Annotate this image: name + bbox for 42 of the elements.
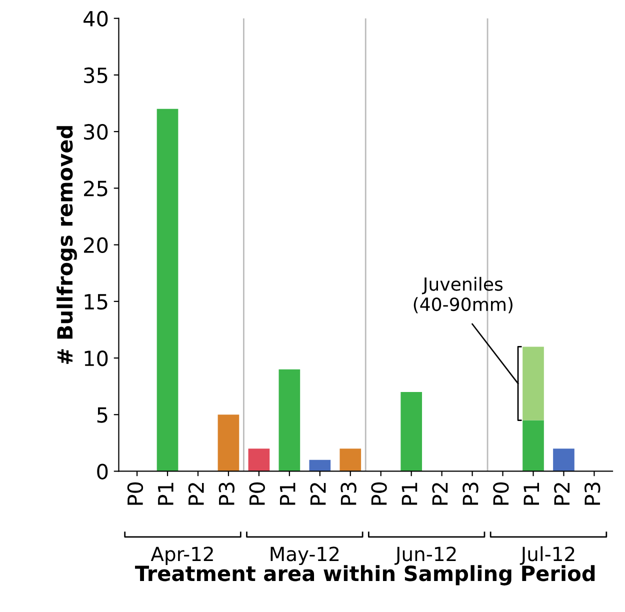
x-tick-label: P0 <box>249 482 265 505</box>
bar <box>340 448 362 472</box>
x-tick-label: P2 <box>432 483 448 505</box>
text: Jun-12 <box>394 546 456 565</box>
x-tick-label: P2 <box>188 483 204 505</box>
y-tick-label: 5 <box>97 407 108 423</box>
y-tick-label: 35 <box>84 67 108 84</box>
x-tick-label: P3 <box>462 482 478 505</box>
bar <box>309 460 331 472</box>
y-axis-title: # Bullfrogs removed <box>56 126 77 364</box>
y-tick-label: 20 <box>84 237 108 254</box>
y-tick-label: 15 <box>84 294 108 310</box>
y-tick-label: 0 <box>97 464 108 480</box>
bar <box>278 369 300 472</box>
x-tick-label: P3 <box>218 482 235 505</box>
x-tick-label: P1 <box>158 482 174 505</box>
text: Jul-12 <box>520 546 574 565</box>
bar <box>156 108 178 472</box>
x-axis-title: Treatment area within Sampling Period <box>135 565 595 586</box>
x-tick-label: P2 <box>310 483 326 505</box>
bar <box>400 392 422 472</box>
x-tick-label: P0 <box>371 482 387 505</box>
bar <box>553 448 574 472</box>
x-tick-label: P3 <box>584 482 600 505</box>
x-tick-label: P1 <box>524 482 540 505</box>
y-tick-label: 40 <box>84 10 108 27</box>
x-tick-label: P1 <box>402 482 418 505</box>
text: Apr-12 <box>150 546 213 566</box>
bar <box>522 420 544 472</box>
x-tick-label: P2 <box>554 483 570 505</box>
y-tick-label: 25 <box>84 180 108 196</box>
bar <box>248 448 270 472</box>
x-tick-label: P1 <box>280 482 296 505</box>
x-tick-label: P3 <box>340 482 356 505</box>
y-tick-label: 30 <box>84 124 108 140</box>
bar <box>218 414 240 472</box>
text: May-12 <box>270 546 339 566</box>
annotation: Juveniles (40-90mm) <box>414 276 512 314</box>
y-tick-label: 10 <box>84 350 108 366</box>
x-tick-label: P0 <box>493 482 509 505</box>
x-tick-label: P0 <box>127 482 144 505</box>
bar <box>522 346 544 420</box>
